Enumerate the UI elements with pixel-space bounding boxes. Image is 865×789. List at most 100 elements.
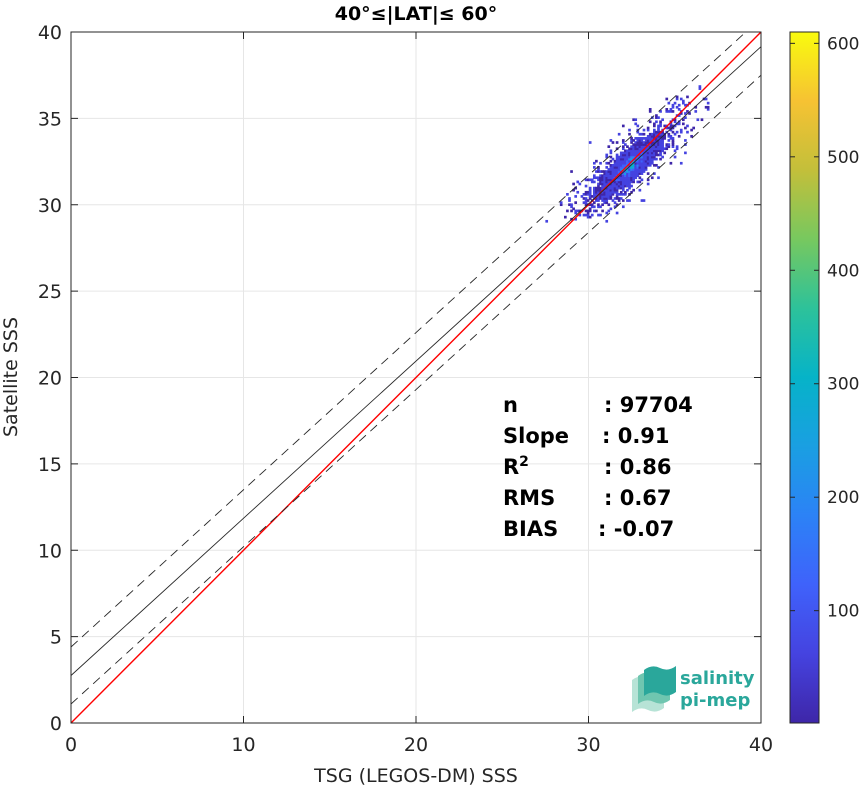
density-bin (617, 132, 621, 136)
density-bin (655, 137, 658, 140)
density-bin (628, 186, 631, 190)
density-bin (640, 157, 644, 161)
chart-title: 40°≤|LAT|≤ 60° (335, 3, 498, 25)
density-bin (609, 197, 613, 200)
density-bin (603, 190, 607, 194)
density-bin (657, 124, 660, 128)
density-bin (646, 128, 650, 132)
density-bin (673, 101, 677, 105)
density-bin (644, 139, 648, 142)
density-bin (597, 188, 600, 192)
density-bin (605, 211, 609, 215)
colorbar-tick-label: 200 (827, 488, 859, 508)
density-bin (640, 170, 644, 173)
density-bin (592, 209, 596, 213)
density-bin (667, 101, 671, 105)
y-tick-label: 10 (38, 540, 62, 562)
density-bin (659, 110, 662, 113)
density-bin (626, 161, 629, 165)
density-bin (624, 163, 627, 167)
density-bin (659, 151, 662, 155)
density-bin (659, 143, 662, 146)
density-bin (642, 132, 646, 136)
density-bin (636, 155, 640, 159)
density-bin (632, 176, 635, 180)
density-bin (659, 145, 662, 148)
density-bin (646, 139, 650, 142)
density-bin (599, 195, 602, 198)
density-bin (632, 168, 635, 171)
density-bin (669, 122, 673, 126)
density-bin (572, 188, 575, 192)
density-bin (636, 180, 640, 184)
density-bin (607, 178, 611, 182)
density-bin (640, 172, 644, 175)
density-bin (570, 205, 573, 209)
density-bin (653, 155, 656, 159)
density-bin (669, 108, 673, 111)
density-bin (607, 161, 611, 165)
density-bin (640, 139, 644, 142)
density-bin (655, 163, 658, 167)
density-bin (630, 155, 633, 159)
density-bin (640, 143, 644, 146)
density-bin (609, 163, 613, 167)
density-bin (653, 145, 656, 148)
density-bin (632, 170, 635, 173)
density-bin (607, 168, 611, 171)
density-bin (621, 184, 625, 188)
density-bin (632, 147, 635, 151)
density-bin (599, 205, 602, 209)
density-bin (628, 128, 631, 132)
density-bin (634, 145, 638, 148)
density-bin (621, 180, 625, 184)
density-bin (619, 197, 623, 200)
density-bin (630, 163, 633, 167)
density-bin (615, 155, 619, 159)
density-bin (644, 159, 648, 163)
density-bin (663, 137, 667, 140)
density-bin (659, 157, 662, 161)
density-bin (671, 145, 675, 148)
colorbar-tick-label: 300 (827, 375, 859, 395)
density-bin (603, 180, 607, 184)
density-bin (655, 116, 658, 119)
density-bin (657, 134, 660, 138)
density-bin (675, 95, 679, 99)
density-bin (611, 193, 615, 196)
density-bin (653, 153, 656, 157)
density-bin (630, 141, 633, 144)
density-bin (570, 209, 573, 213)
density-bin (586, 199, 590, 202)
density-bin (595, 188, 598, 192)
density-bin (634, 168, 638, 171)
density-bin (615, 161, 619, 165)
density-bin (657, 141, 660, 144)
density-bin (648, 120, 652, 124)
density-bin (632, 145, 635, 148)
density-bin (597, 176, 600, 180)
density-bin (646, 153, 650, 157)
density-bin (650, 159, 654, 163)
density-bin (634, 172, 638, 175)
density-bin (642, 128, 646, 132)
density-bin (648, 137, 652, 140)
density-bin (617, 176, 621, 180)
density-bin (640, 168, 644, 171)
density-bin (601, 182, 604, 186)
y-tick-label: 15 (38, 454, 62, 476)
density-bin (653, 134, 656, 138)
density-bin (626, 166, 629, 169)
density-bin (613, 197, 617, 200)
density-bin (609, 193, 613, 196)
density-bin (601, 186, 604, 190)
density-bin (624, 170, 627, 173)
density-bin (659, 120, 662, 124)
x-tick-label: 0 (65, 734, 77, 756)
density-bin (642, 145, 646, 148)
density-bin (667, 139, 671, 142)
density-bin (619, 174, 623, 178)
density-bin (609, 151, 613, 155)
density-bin (638, 188, 642, 192)
density-bin (646, 141, 650, 144)
